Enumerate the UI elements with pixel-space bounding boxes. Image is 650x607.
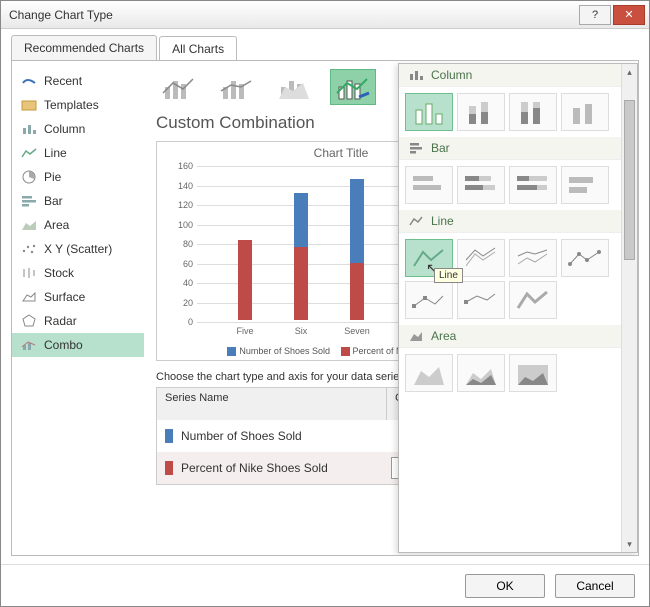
- opt-3d-bar[interactable]: [561, 166, 609, 204]
- line-icon: [407, 214, 425, 228]
- popup-category-line: Line: [399, 210, 621, 233]
- sidebar-item-surface[interactable]: Surface: [12, 285, 144, 309]
- opt-100-stacked-bar[interactable]: [509, 166, 557, 204]
- sidebar-item-scatter[interactable]: X Y (Scatter): [12, 237, 144, 261]
- opt-clustered-bar[interactable]: [405, 166, 453, 204]
- combo-subtype-3[interactable]: [272, 69, 318, 105]
- opt-100-stacked-line[interactable]: [509, 239, 557, 277]
- legend-swatch-1: [227, 347, 236, 356]
- legend-swatch-2: [341, 347, 350, 356]
- tab-recommended[interactable]: Recommended Charts: [11, 35, 157, 60]
- bar-icon: [407, 141, 425, 155]
- opt-stacked-column[interactable]: [457, 93, 505, 131]
- sidebar-item-line[interactable]: Line: [12, 141, 144, 165]
- scatter-icon: [20, 242, 38, 256]
- opt-stacked-bar[interactable]: [457, 166, 505, 204]
- chart-type-picker-popup: Column Bar Line: [398, 63, 638, 553]
- popup-category-bar: Bar: [399, 137, 621, 160]
- dialog-window: Change Chart Type ? ✕ Recommended Charts…: [0, 0, 650, 607]
- recent-icon: [20, 74, 38, 88]
- sidebar-item-bar[interactable]: Bar: [12, 189, 144, 213]
- surface-icon: [20, 290, 38, 304]
- scroll-up-icon[interactable]: ▴: [622, 64, 637, 80]
- templates-icon: [20, 98, 38, 112]
- opt-area[interactable]: [405, 354, 453, 392]
- tooltip: Line: [434, 268, 463, 283]
- stock-icon: [20, 266, 38, 280]
- opt-line[interactable]: ↖ Line: [405, 239, 453, 277]
- sidebar-item-stock[interactable]: Stock: [12, 261, 144, 285]
- cancel-button[interactable]: Cancel: [555, 574, 635, 598]
- area-icon: [20, 218, 38, 232]
- opt-stacked-area[interactable]: [457, 354, 505, 392]
- popup-scrollbar[interactable]: ▴ ▾: [621, 64, 637, 552]
- scroll-down-icon[interactable]: ▾: [622, 536, 637, 552]
- opt-100-line-markers[interactable]: [457, 281, 505, 319]
- chart-category-sidebar: Recent Templates Column Line Pie Bar Are…: [12, 61, 144, 555]
- radar-icon: [20, 314, 38, 328]
- main-panel: Custom Combination Chart Title 020406080…: [144, 61, 638, 555]
- window-title: Change Chart Type: [9, 8, 577, 22]
- opt-100-stacked-column[interactable]: [509, 93, 557, 131]
- opt-100-area[interactable]: [509, 354, 557, 392]
- sidebar-item-pie[interactable]: Pie: [12, 165, 144, 189]
- sidebar-item-recent[interactable]: Recent: [12, 69, 144, 93]
- sidebar-item-column[interactable]: Column: [12, 117, 144, 141]
- series-swatch-2: [165, 461, 173, 475]
- ok-button[interactable]: OK: [465, 574, 545, 598]
- tabs-row: Recommended Charts All Charts: [1, 29, 649, 60]
- series-swatch-1: [165, 429, 173, 443]
- close-button[interactable]: ✕: [613, 5, 645, 25]
- sidebar-item-templates[interactable]: Templates: [12, 93, 144, 117]
- opt-stacked-line[interactable]: [457, 239, 505, 277]
- opt-3d-column[interactable]: [561, 93, 609, 131]
- combo-icon: [20, 338, 38, 352]
- pie-icon: [20, 170, 38, 184]
- bar-icon: [20, 194, 38, 208]
- opt-stacked-line-markers[interactable]: [405, 281, 453, 319]
- dialog-button-row: OK Cancel: [1, 564, 649, 606]
- column-icon: [407, 68, 425, 82]
- help-button[interactable]: ?: [579, 5, 611, 25]
- sidebar-item-area[interactable]: Area: [12, 213, 144, 237]
- tab-body: Recent Templates Column Line Pie Bar Are…: [11, 60, 639, 556]
- popup-category-column: Column: [399, 64, 621, 87]
- opt-3d-line[interactable]: [509, 281, 557, 319]
- scroll-thumb[interactable]: [624, 100, 635, 260]
- tab-all-charts[interactable]: All Charts: [159, 36, 237, 61]
- titlebar: Change Chart Type ? ✕: [1, 1, 649, 29]
- area-icon: [407, 329, 425, 343]
- combo-subtype-1[interactable]: [156, 69, 202, 105]
- sidebar-item-radar[interactable]: Radar: [12, 309, 144, 333]
- line-icon: [20, 146, 38, 160]
- opt-line-markers[interactable]: [561, 239, 609, 277]
- combo-subtype-custom[interactable]: [330, 69, 376, 105]
- column-icon: [20, 122, 38, 136]
- combo-subtype-2[interactable]: [214, 69, 260, 105]
- opt-clustered-column[interactable]: [405, 93, 453, 131]
- popup-category-area: Area: [399, 325, 621, 348]
- sidebar-item-combo[interactable]: Combo: [12, 333, 144, 357]
